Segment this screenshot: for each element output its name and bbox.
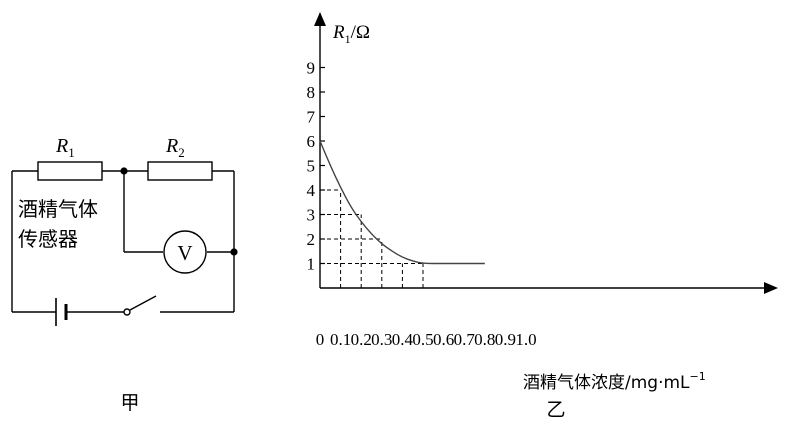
x-tick-label: 0.1 bbox=[330, 330, 351, 349]
y-tick-label: 9 bbox=[307, 59, 316, 78]
junction-node-top bbox=[120, 167, 128, 175]
y-tick-label: 1 bbox=[307, 255, 316, 274]
circuit-diagram bbox=[11, 161, 235, 326]
voltmeter-label: V bbox=[177, 241, 192, 265]
resistance-curve bbox=[319, 140, 485, 265]
y-tick-label: 7 bbox=[307, 108, 316, 127]
y-tick-label: 2 bbox=[307, 230, 316, 249]
x-tick-label: 0.9 bbox=[495, 330, 516, 349]
x-tick-label: 0.8 bbox=[474, 330, 495, 349]
x-tick-label: 0.2 bbox=[351, 330, 372, 349]
x-tick-label: 0.6 bbox=[433, 330, 454, 349]
graph: 1 2 3 4 5 6 7 8 9 0 0.1 0.2 0.3 0.4 0.5 0.6 0.7 0.8 0.9 1.… bbox=[307, 12, 778, 349]
resistor-r1 bbox=[37, 161, 103, 181]
resistor-r2 bbox=[147, 161, 213, 181]
x-axis-arrow bbox=[764, 282, 778, 294]
y-tick-labels: 1 2 3 4 5 6 7 8 9 bbox=[307, 59, 325, 274]
x-axis-label: 酒精气体浓度/mg·mL−1 bbox=[523, 370, 706, 393]
sensor-label-line1: 酒精气体 bbox=[18, 197, 98, 221]
x-tick-label: 0.4 bbox=[392, 330, 414, 349]
curve-group bbox=[319, 140, 485, 265]
switch-pivot bbox=[123, 308, 131, 316]
y-tick-label: 6 bbox=[307, 132, 316, 151]
r1-label: R1 bbox=[55, 135, 75, 160]
y-tick-label: 4 bbox=[307, 181, 316, 200]
x-tick-label: 0.3 bbox=[371, 330, 392, 349]
voltmeter-circle bbox=[163, 230, 207, 274]
graph-caption: 乙 bbox=[546, 399, 565, 421]
y-axis-label: R1/Ω bbox=[332, 22, 370, 46]
junction-node-right bbox=[230, 248, 238, 256]
x-tick-label: 0.7 bbox=[454, 330, 476, 349]
y-axis-arrow bbox=[314, 12, 326, 26]
x-tick-label: 1.0 bbox=[515, 330, 536, 349]
guide-lines bbox=[320, 189, 424, 288]
axes bbox=[314, 12, 778, 294]
circuit-caption: 甲 bbox=[120, 392, 139, 414]
x-tick-labels: 0 0.1 0.2 0.3 0.4 0.5 0.6 0.7 0.8 0.9 1.0 bbox=[316, 330, 537, 349]
switch-blade bbox=[129, 295, 157, 311]
x-tick-label: 0.5 bbox=[412, 330, 433, 349]
r2-label: R2 bbox=[165, 135, 185, 160]
y-tick-label: 8 bbox=[307, 83, 316, 102]
x-tick-label: 0 bbox=[316, 330, 325, 349]
y-tick-label: 3 bbox=[307, 206, 316, 225]
sensor-label-line2: 传感器 bbox=[18, 227, 78, 251]
y-tick-label: 5 bbox=[307, 157, 316, 176]
